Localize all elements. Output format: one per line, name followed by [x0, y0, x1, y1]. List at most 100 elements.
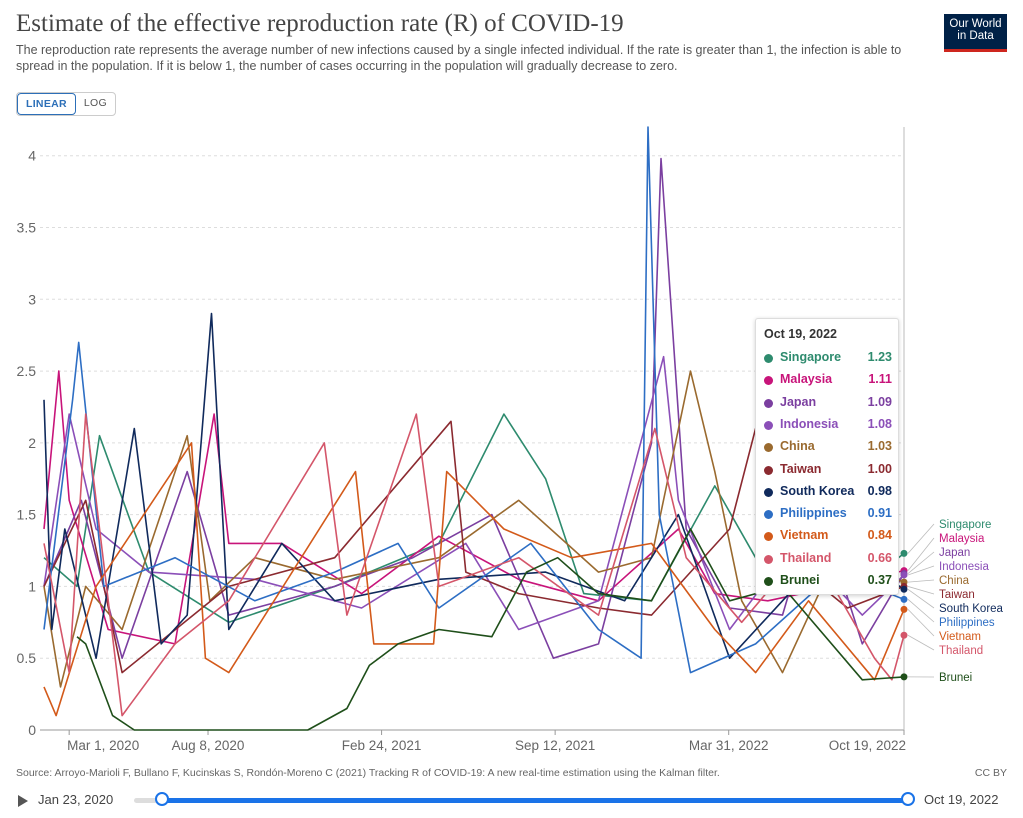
- tooltip-date: Oct 19, 2022: [764, 327, 837, 341]
- label-connector: [907, 634, 935, 651]
- tooltip-series-value: 1.00: [867, 461, 892, 476]
- chart-subtitle: The reproduction rate represents the ave…: [16, 43, 902, 73]
- series-end-label: Thailand: [939, 645, 983, 657]
- timeline-start-handle[interactable]: [155, 792, 169, 806]
- tooltip-series-name: Thailand: [780, 550, 832, 565]
- end-point: [900, 571, 908, 579]
- series-color-dot: [764, 554, 773, 564]
- series-end-label: Philippines: [939, 617, 995, 629]
- x-tick-label: Oct 19, 2022: [829, 738, 906, 753]
- tooltip-series-value: 0.91: [867, 506, 892, 521]
- tooltip-series-name: Indonesia: [780, 416, 839, 431]
- timeline-range: [162, 798, 908, 803]
- tooltip-series-value: 0.84: [867, 528, 892, 543]
- label-connector: [907, 551, 935, 574]
- hover-tooltip: Oct 19, 2022 Singapore 1.23 Malaysia 1.11 Ja…: [755, 318, 899, 595]
- tooltip-series-value: 1.03: [867, 439, 892, 454]
- timeline: Jan 23, 2020 Oct 19, 2022: [0, 788, 1023, 814]
- timeline-start-label: Jan 23, 2020: [38, 792, 114, 807]
- x-tick-label: Mar 1, 2020: [67, 738, 139, 753]
- tooltip-row: South Korea 0.98: [764, 484, 892, 502]
- series-end-label: Brunei: [939, 672, 972, 684]
- tooltip-row: Vietnam 0.84: [764, 528, 892, 546]
- linear-scale-button[interactable]: LINEAR: [17, 93, 76, 115]
- series-color-dot: [764, 465, 773, 475]
- y-tick-label: 3.5: [17, 220, 37, 236]
- series-color-dot: [764, 420, 773, 430]
- label-connector: [907, 565, 935, 576]
- tooltip-series-value: 0.98: [867, 483, 892, 498]
- owid-logo[interactable]: Our World in Data: [944, 14, 1007, 52]
- end-point: [900, 585, 908, 593]
- label-connector: [907, 523, 935, 554]
- tooltip-row: Japan 1.09: [764, 395, 892, 413]
- tooltip-series-name: South Korea: [780, 483, 855, 498]
- series-line-philippines: [43, 126, 905, 674]
- x-tick-label: Feb 24, 2021: [342, 738, 422, 753]
- series-line-china: [43, 370, 905, 688]
- label-connector: [907, 586, 935, 595]
- tooltip-row: Brunei 0.37: [764, 573, 892, 591]
- line-chart[interactable]: 0 0.5 1 1.5 2 2.5 3 3.5 4 Mar 1, 2020 Aug 8, 2020 F…: [0, 110, 1023, 760]
- y-tick-label: 4: [28, 148, 36, 164]
- tooltip-row: Singapore 1.23: [764, 350, 892, 368]
- tooltip-row: Taiwan 1.00: [764, 462, 892, 480]
- y-tick-label: 1.5: [17, 507, 37, 523]
- license-link[interactable]: CC BY: [974, 767, 1007, 779]
- tooltip-series-name: Singapore: [780, 350, 842, 364]
- tooltip-series-name: Vietnam: [780, 528, 829, 543]
- tooltip-row: Malaysia 1.11: [764, 372, 892, 390]
- end-point: [900, 549, 908, 557]
- series-end-label: China: [939, 575, 970, 587]
- series-line-japan: [43, 157, 905, 660]
- tooltip-series-value: 1.08: [867, 416, 892, 431]
- label-connector: [907, 579, 935, 583]
- series-end-label: Indonesia: [939, 561, 989, 573]
- series-color-dot: [764, 443, 773, 453]
- series-color-dot: [764, 510, 773, 520]
- chart-title: Estimate of the effective reproduction r…: [16, 10, 624, 37]
- label-connector: [907, 599, 935, 623]
- y-tick-label: 1: [28, 578, 36, 594]
- tooltip-series-name: Taiwan: [780, 461, 822, 476]
- tooltip-series-name: China: [780, 439, 815, 454]
- end-point: [900, 673, 908, 681]
- x-tick-label: Sep 12, 2021: [515, 738, 595, 753]
- series-color-dot: [764, 354, 773, 363]
- series-end-label: Singapore: [939, 519, 991, 531]
- series-color-dot: [764, 532, 773, 542]
- tooltip-series-value: 1.11: [868, 372, 892, 387]
- y-tick-label: 0: [28, 722, 36, 738]
- series-color-dot: [764, 398, 773, 408]
- series-color-dot: [764, 577, 773, 586]
- y-tick-label: 2.5: [17, 363, 37, 379]
- log-scale-button[interactable]: LOG: [83, 97, 107, 109]
- tooltip-series-name: Brunei: [780, 573, 820, 587]
- tooltip-series-value: 1.23: [867, 350, 892, 364]
- tooltip-series-value: 0.37: [867, 573, 892, 587]
- tooltip-series-name: Philippines: [780, 506, 847, 521]
- tooltip-row: Indonesia 1.08: [764, 417, 892, 435]
- tooltip-row: Thailand 0.66: [764, 551, 892, 569]
- label-connector: [907, 537, 935, 571]
- play-icon[interactable]: [18, 795, 28, 807]
- series-line-malaysia: [43, 370, 905, 645]
- end-point: [900, 631, 908, 639]
- series-end-label: Japan: [939, 547, 970, 559]
- y-tick-label: 2: [28, 435, 36, 451]
- series-end-label: Vietnam: [939, 631, 981, 643]
- series-line-south-korea: [43, 312, 905, 660]
- tooltip-series-name: Malaysia: [780, 372, 833, 387]
- label-connector: [907, 609, 935, 637]
- source-note: Source: Arroyo-Marioli F, Bullano F, Kuc…: [16, 767, 720, 779]
- tooltip-row: Philippines 0.91: [764, 506, 892, 524]
- series-line-vietnam: [43, 442, 905, 717]
- y-tick-label: 0.5: [17, 650, 37, 666]
- series-line-brunei: [76, 528, 905, 731]
- timeline-end-handle[interactable]: [901, 792, 915, 806]
- series-end-label: Malaysia: [939, 533, 985, 545]
- series-color-dot: [764, 487, 773, 497]
- scale-toggle: LINEAR LOG: [16, 92, 116, 116]
- end-point: [900, 595, 908, 603]
- timeline-end-label: Oct 19, 2022: [924, 792, 999, 807]
